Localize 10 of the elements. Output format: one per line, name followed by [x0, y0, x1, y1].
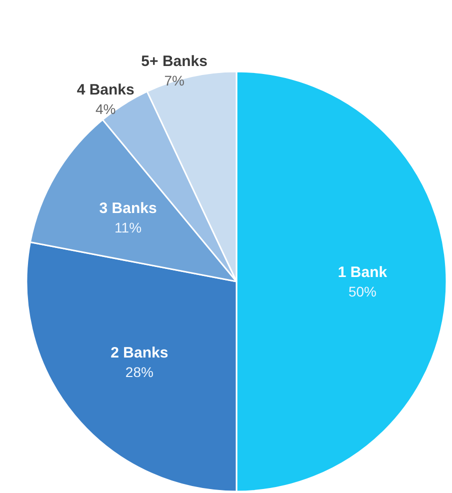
slice-label: 5+ Banks	[141, 52, 208, 70]
slice-label: 2 Banks	[110, 344, 168, 362]
data-label: 4%	[95, 100, 116, 117]
slice-label: 4 Banks	[76, 81, 134, 98]
slice-label: 1 Bank	[338, 264, 388, 281]
data-label: 7%	[164, 72, 184, 88]
data-label: 50%	[348, 284, 377, 300]
slice-label: 3 Banks	[99, 200, 157, 217]
data-label: 28%	[125, 364, 154, 380]
data-label: 11%	[114, 219, 142, 236]
